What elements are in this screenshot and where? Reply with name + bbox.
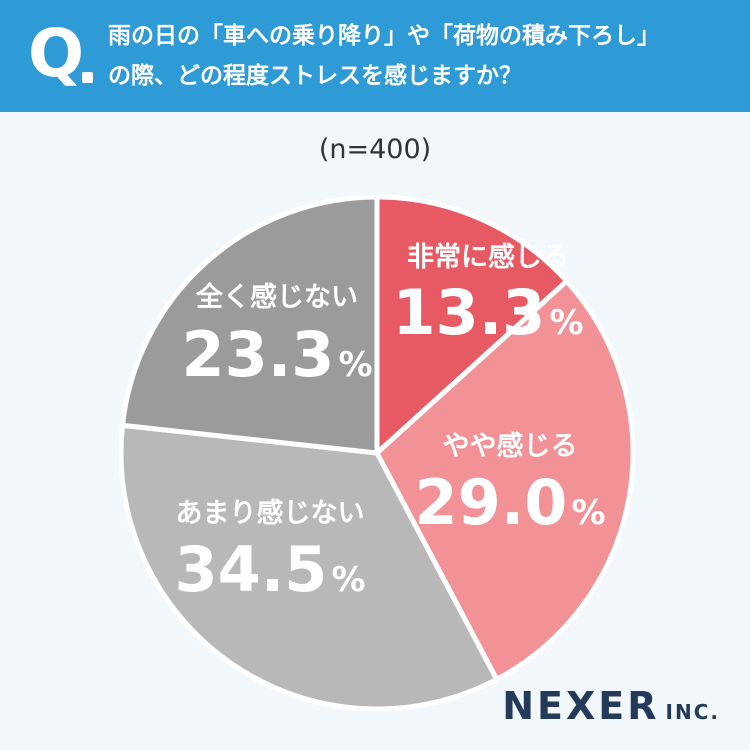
sample-size-label: (n=400) (318, 134, 432, 165)
slice-label-not-at-all: 全く感じない (195, 281, 358, 313)
pie-slice-somewhat (374, 278, 636, 682)
slice-unit-not-much: % (331, 560, 365, 600)
slice-unit-somewhat: % (571, 493, 605, 533)
slice-unit-strong: % (549, 303, 583, 343)
q-mark: Q (28, 15, 84, 92)
slice-unit-not-at-all: % (338, 345, 372, 385)
slice-label-somewhat: やや感じる (443, 430, 578, 462)
question-header: Q 雨の日の「車への乗り降り」や「荷物の積み下ろし」 の際、どの程度ストレスを感… (0, 0, 750, 112)
pie-slice-strong (374, 194, 570, 456)
q-dot-icon (82, 72, 93, 83)
slice-value-not-much: 34.5% (174, 533, 365, 606)
brand-logo: NEXER INC. (502, 684, 720, 728)
brand-name: NEXER (502, 684, 660, 728)
question-text: 雨の日の「車への乗り降り」や「荷物の積み下ろし」 の際、どの程度ストレスを感じま… (108, 23, 660, 89)
slice-label-strong: 非常に感じる (407, 241, 569, 273)
pie-slice-not-much (118, 422, 500, 712)
brand-suffix: INC. (665, 700, 720, 724)
pie-slice-not-at-all (119, 194, 380, 456)
slice-label-not-much: あまり感じない (176, 497, 365, 529)
